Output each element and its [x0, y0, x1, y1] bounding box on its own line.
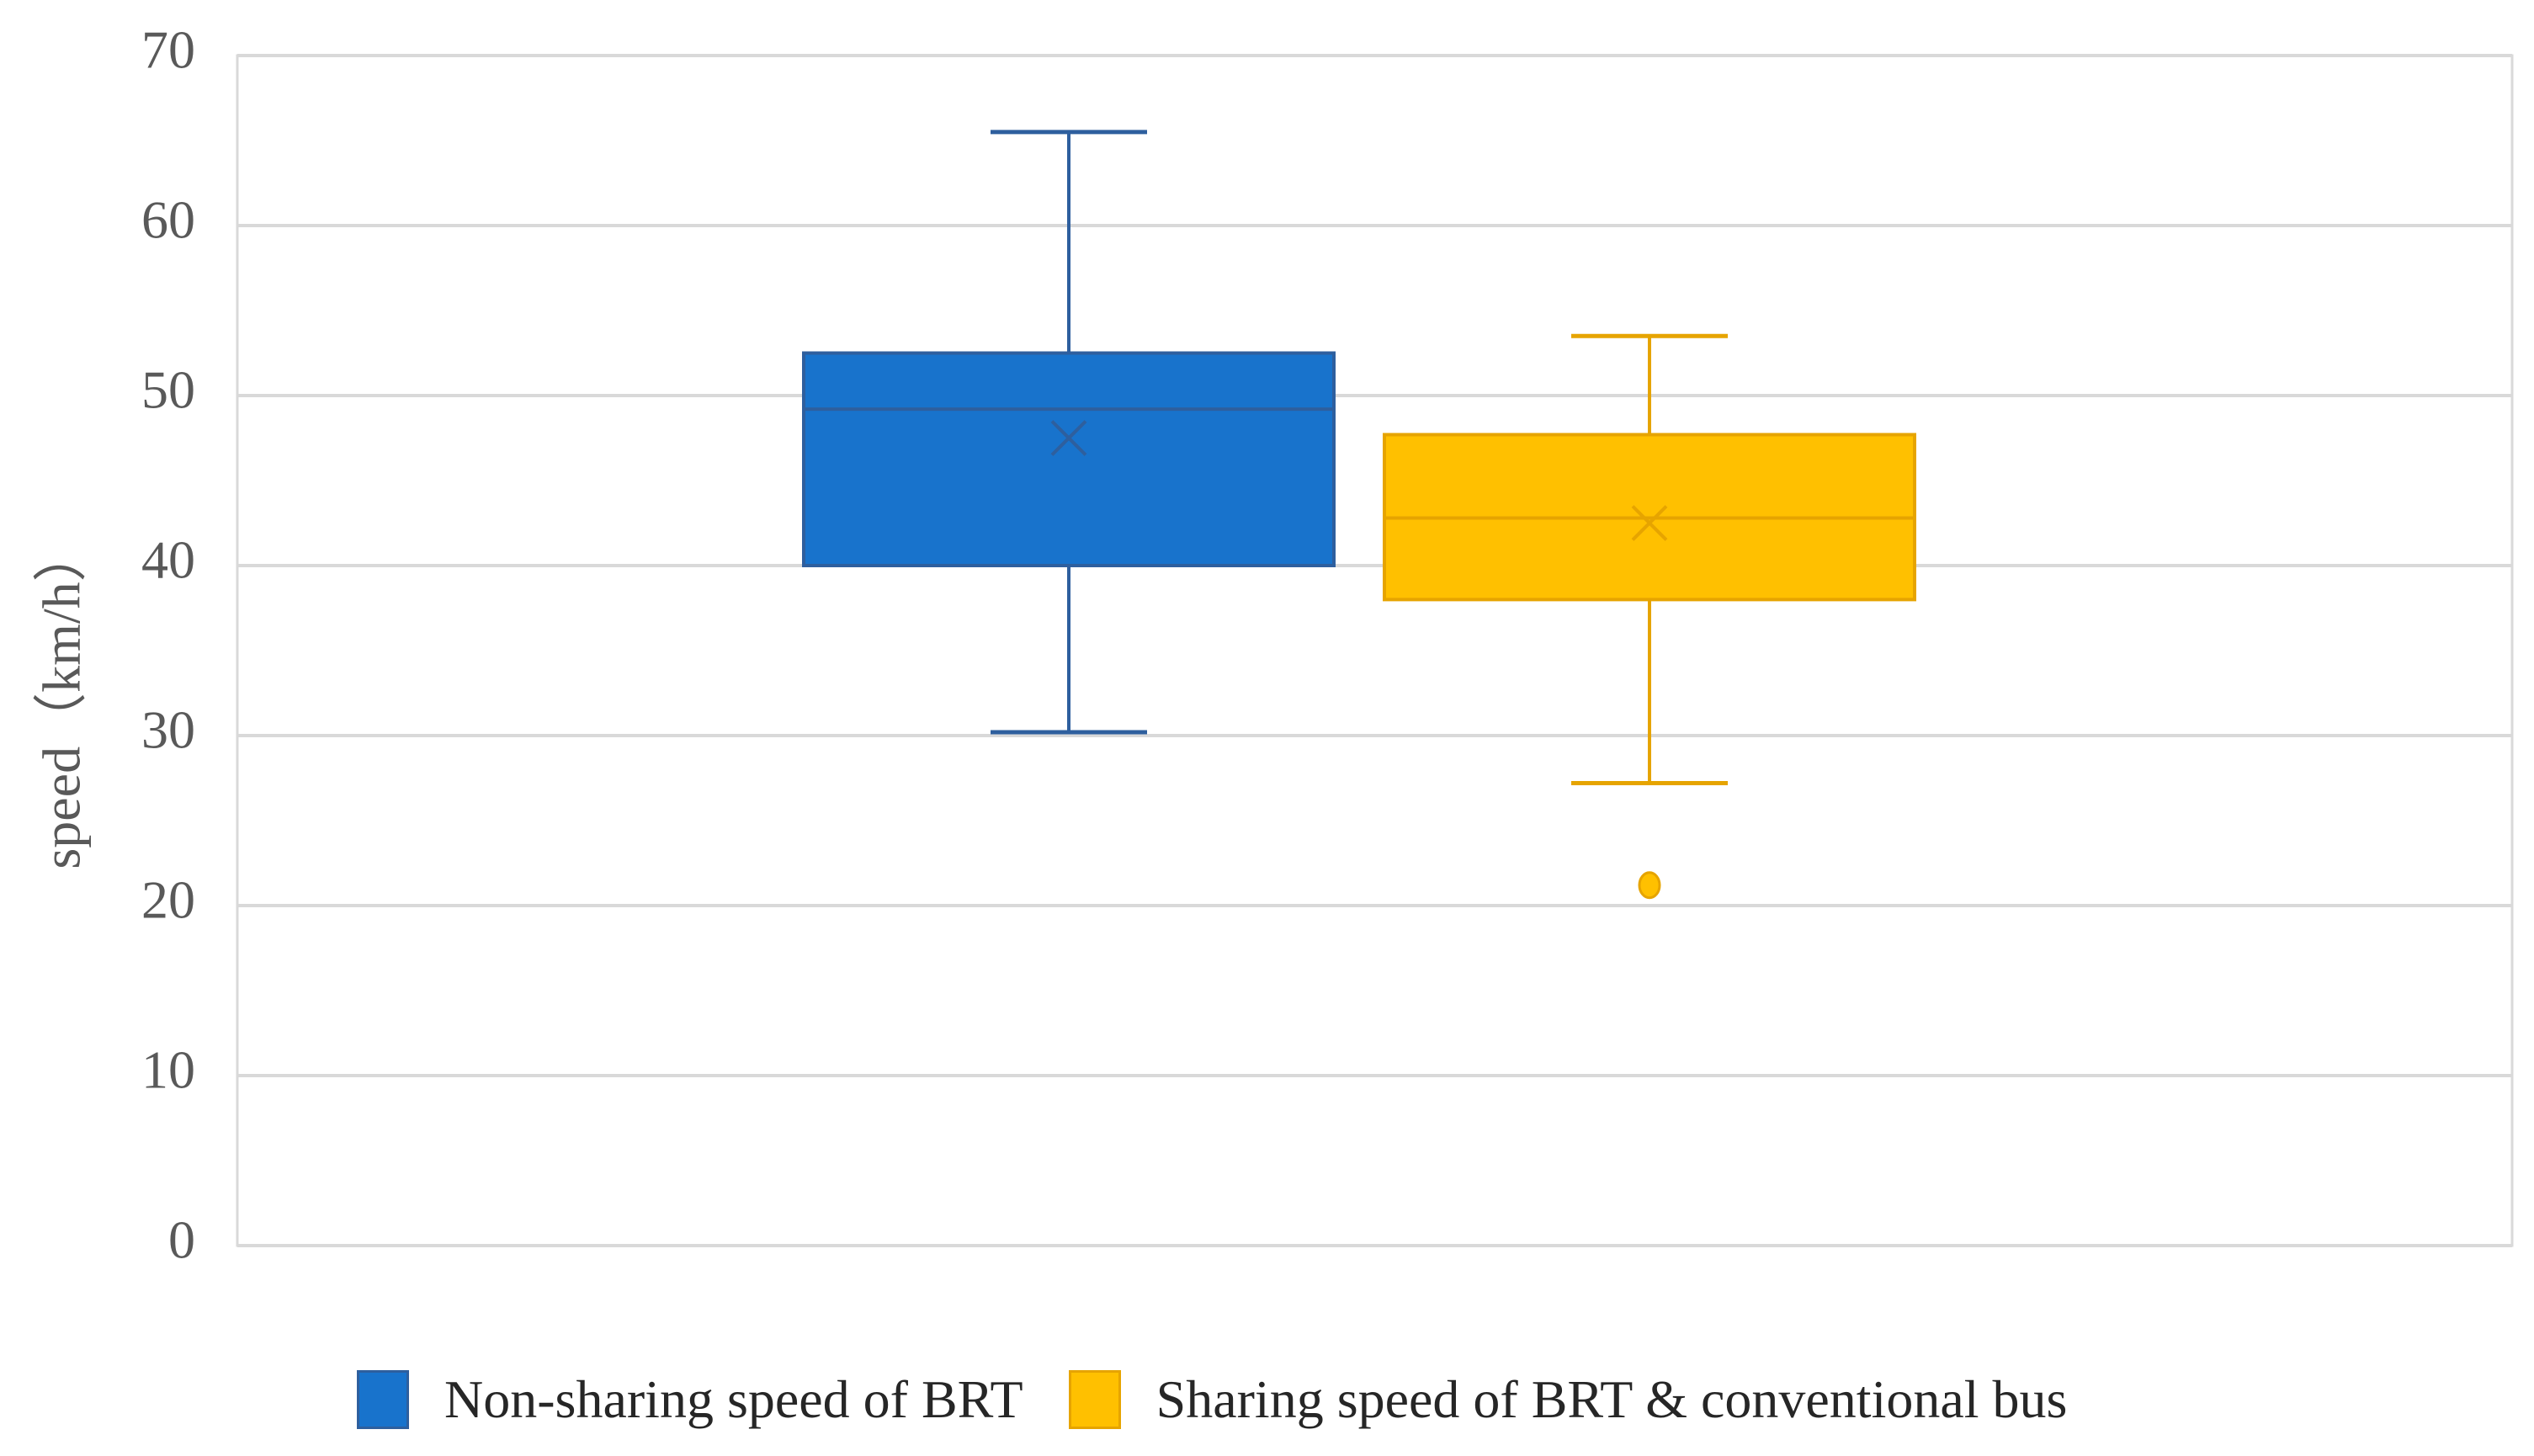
y-tick-label-10: 10 — [141, 1040, 195, 1100]
y-axis-ticks: 0 10 20 30 40 50 60 70 — [141, 20, 195, 1270]
y-tick-label-60: 60 — [141, 190, 195, 250]
iqr-box — [802, 351, 1336, 567]
legend-swatch-non-sharing — [357, 1370, 409, 1429]
y-tick-label-70: 70 — [141, 20, 195, 80]
y-tick-label-20: 20 — [141, 870, 195, 930]
legend-label-non-sharing: Non-sharing speed of BRT — [444, 1369, 1023, 1429]
mean-marker-b — [1050, 420, 1087, 456]
legend-label-sharing: Sharing speed of BRT & conventional bus — [1155, 1369, 2068, 1429]
y-tick-label-50: 50 — [141, 360, 195, 420]
legend-item-sharing: Sharing speed of BRT & conventional bus — [1068, 1368, 2068, 1431]
legend-item-non-sharing: Non-sharing speed of BRT — [357, 1368, 1023, 1431]
y-tick-label-30: 30 — [141, 700, 195, 760]
y-tick-label-40: 40 — [141, 530, 195, 590]
gridlines — [237, 54, 2512, 1247]
box-series-1 — [1383, 333, 1916, 900]
y-tick-label-0: 0 — [168, 1210, 195, 1270]
outlier-point-0 — [1638, 871, 1661, 900]
y-axis-label: speed（km/h） — [32, 528, 92, 869]
plot-frame — [236, 54, 2514, 1247]
box-series — [802, 130, 1916, 900]
box-series-0 — [802, 130, 1336, 735]
legend: Non-sharing speed of BRT Sharing speed o… — [357, 1368, 2112, 1431]
legend-swatch-sharing — [1068, 1370, 1121, 1429]
mean-marker-b — [1631, 505, 1668, 541]
